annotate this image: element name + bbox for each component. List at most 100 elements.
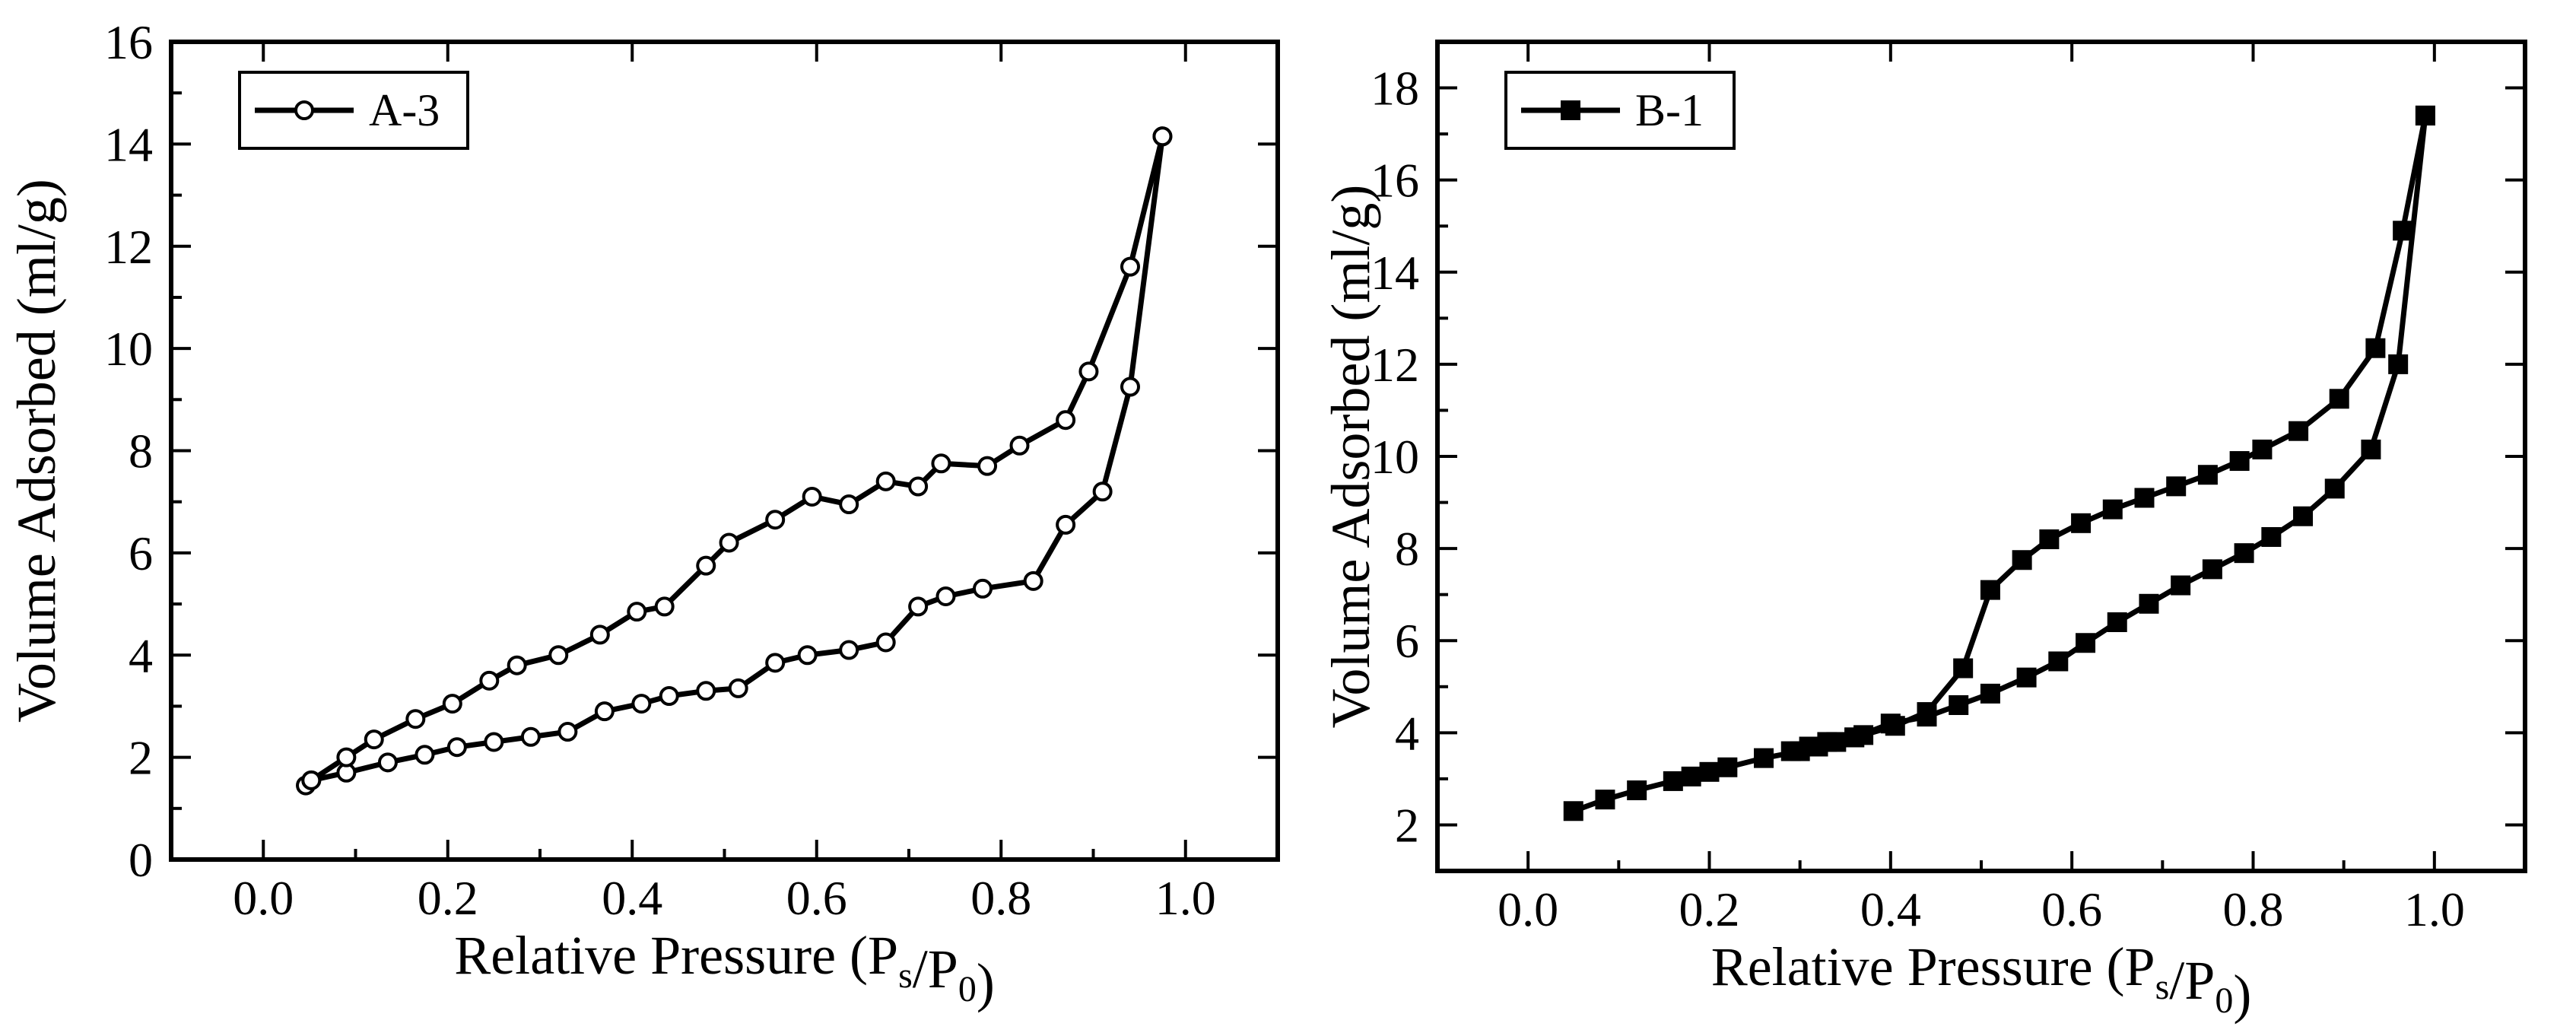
data-point bbox=[2102, 499, 2123, 520]
data-point bbox=[1663, 771, 1683, 791]
chart-2: 2 4 6 8 10 12 14 16 18 0.0 0.2 0.4 0.6 0.8 1.0 Relative… bbox=[1320, 40, 2527, 1025]
x-tick-label: 0.4 bbox=[1860, 882, 1921, 936]
data-point bbox=[2076, 633, 2096, 653]
data-point bbox=[2293, 506, 2314, 526]
data-point bbox=[1120, 377, 1140, 397]
data-point bbox=[594, 701, 615, 722]
data-point bbox=[548, 645, 569, 666]
data-point bbox=[2361, 439, 2381, 459]
y-tick-label: 4 bbox=[1395, 706, 1419, 760]
data-point bbox=[1595, 790, 1615, 810]
data-point bbox=[2388, 354, 2409, 374]
series-line-desorption bbox=[1790, 115, 2428, 754]
data-point bbox=[1152, 126, 1173, 147]
data-point bbox=[2012, 550, 2032, 570]
legend-marker bbox=[1561, 100, 1580, 120]
data-point bbox=[696, 681, 716, 701]
data-point bbox=[589, 624, 610, 645]
data-point bbox=[659, 686, 679, 706]
data-point bbox=[797, 645, 818, 666]
data-point bbox=[2139, 593, 2159, 614]
data-point bbox=[2016, 667, 2037, 688]
data-point bbox=[1844, 727, 1865, 748]
data-point bbox=[1563, 801, 1583, 821]
x-tick-label: 1.0 bbox=[1155, 871, 1216, 925]
x-tick-label: 0.8 bbox=[970, 871, 1031, 925]
y-tick-label: 0 bbox=[129, 833, 153, 887]
data-point bbox=[977, 456, 998, 476]
y-tick-label: 8 bbox=[1395, 522, 1419, 576]
data-point bbox=[696, 555, 716, 576]
data-point bbox=[1092, 481, 1113, 502]
data-point bbox=[1023, 570, 1043, 591]
data-point bbox=[2365, 338, 2386, 358]
legend-label: B-1 bbox=[1635, 85, 1704, 135]
y-axis-title: Volume Adsorbed (ml/g) bbox=[1320, 185, 1381, 729]
y-tick-label: 8 bbox=[129, 424, 153, 478]
data-point bbox=[654, 596, 675, 617]
data-point bbox=[442, 694, 462, 714]
data-point bbox=[627, 602, 647, 622]
data-point bbox=[2234, 543, 2254, 564]
data-point bbox=[1980, 683, 2000, 704]
data-point bbox=[1056, 514, 1076, 535]
x-tick-label: 0.8 bbox=[2223, 882, 2284, 936]
y-tick-label: 10 bbox=[1371, 430, 1419, 484]
y-tick-label: 16 bbox=[1371, 154, 1419, 208]
y-tick-label: 14 bbox=[104, 117, 153, 171]
data-point bbox=[2039, 529, 2060, 549]
data-point bbox=[1699, 761, 1720, 782]
y-tick-label: 6 bbox=[1395, 614, 1419, 668]
series-line-adsorption bbox=[1572, 115, 2428, 814]
data-point bbox=[2134, 488, 2155, 508]
x-tick-label: 0.0 bbox=[1498, 882, 1558, 936]
data-point bbox=[631, 694, 652, 714]
x-tick-label: 0.2 bbox=[1679, 882, 1740, 936]
data-point bbox=[728, 678, 748, 698]
data-point bbox=[446, 737, 467, 758]
data-point bbox=[1681, 766, 1701, 787]
x-axis-title: Relative Pressure (Ps/P0) bbox=[454, 925, 995, 1013]
x-tick-label: 0.6 bbox=[2041, 882, 2102, 936]
data-point bbox=[2048, 651, 2069, 672]
data-point bbox=[1917, 702, 1937, 723]
data-point bbox=[839, 494, 859, 515]
data-point bbox=[765, 510, 786, 530]
data-point bbox=[1885, 716, 1905, 736]
data-point bbox=[802, 486, 822, 507]
data-point bbox=[1120, 256, 1140, 277]
data-point bbox=[2289, 421, 2309, 441]
data-point bbox=[2197, 465, 2218, 485]
data-point bbox=[2329, 389, 2349, 409]
data-point bbox=[765, 653, 786, 673]
x-tick-label: 1.0 bbox=[2404, 882, 2465, 936]
y-tick-label: 16 bbox=[104, 15, 153, 69]
data-point bbox=[336, 747, 357, 767]
data-point bbox=[1056, 410, 1076, 431]
data-point bbox=[2393, 221, 2413, 241]
data-point bbox=[973, 578, 993, 599]
y-tick-label: 12 bbox=[1371, 338, 1419, 392]
y-tick-label: 2 bbox=[1395, 798, 1419, 852]
data-point bbox=[719, 532, 739, 553]
data-point bbox=[2202, 559, 2222, 580]
data-point bbox=[2415, 105, 2435, 126]
data-point bbox=[405, 709, 426, 729]
data-point bbox=[1627, 780, 1647, 801]
y-tick-label: 14 bbox=[1371, 246, 1419, 300]
data-point bbox=[1799, 736, 1819, 757]
data-point bbox=[2071, 513, 2092, 533]
x-tick-label: 0.6 bbox=[786, 871, 847, 925]
legend-marker bbox=[294, 100, 314, 120]
data-point bbox=[935, 586, 956, 606]
data-point bbox=[1780, 741, 1801, 761]
data-point bbox=[908, 596, 929, 617]
data-point bbox=[1009, 435, 1030, 456]
y-tick-label: 4 bbox=[129, 628, 153, 682]
y-tick-label: 6 bbox=[129, 526, 153, 580]
data-point bbox=[1949, 695, 1969, 715]
data-point bbox=[2229, 451, 2250, 472]
data-point bbox=[415, 745, 435, 765]
data-point bbox=[1754, 748, 1774, 768]
